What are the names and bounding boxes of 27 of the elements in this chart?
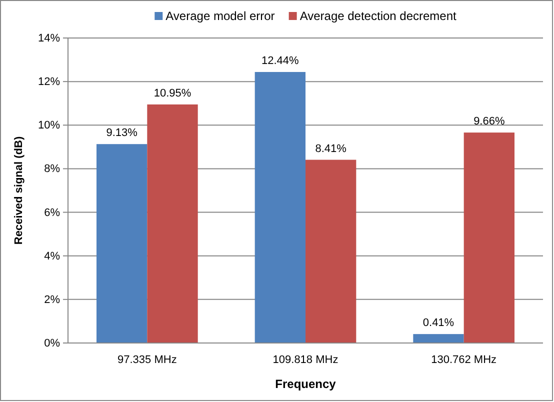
data-label: 9.66% bbox=[474, 116, 505, 128]
bar bbox=[96, 144, 148, 343]
y-tick-label: 0% bbox=[44, 338, 60, 350]
data-label: 12.44% bbox=[262, 54, 300, 67]
data-label: 8.41% bbox=[315, 142, 347, 155]
x-tick-label: 109.818 MHz bbox=[272, 354, 338, 366]
data-label: 10.95% bbox=[154, 87, 192, 100]
y-tick-label: 4% bbox=[44, 250, 60, 262]
bar bbox=[147, 104, 198, 343]
bar bbox=[413, 334, 464, 343]
y-tick-label: 8% bbox=[44, 163, 60, 176]
x-axis-title: Frequency bbox=[275, 377, 336, 391]
data-label: 9.13% bbox=[106, 127, 138, 140]
y-tick-label: 10% bbox=[38, 120, 60, 132]
data-label: 0.41% bbox=[422, 317, 454, 330]
y-axis-title: Received signal (dB) bbox=[13, 136, 25, 245]
x-tick-label: 130.762 MHz bbox=[431, 354, 497, 366]
bar bbox=[254, 72, 306, 343]
legend-label: Average detection decrement bbox=[300, 9, 458, 23]
x-tick-label: 97.335 MHz bbox=[118, 354, 177, 366]
y-tick-label: 12% bbox=[38, 76, 60, 88]
legend-label: Average model error bbox=[166, 9, 275, 23]
bar bbox=[464, 132, 514, 343]
y-tick-label: 6% bbox=[44, 206, 60, 219]
y-tick-label: 2% bbox=[44, 294, 60, 306]
y-tick-label: 14% bbox=[38, 32, 60, 45]
bar bbox=[306, 160, 356, 343]
